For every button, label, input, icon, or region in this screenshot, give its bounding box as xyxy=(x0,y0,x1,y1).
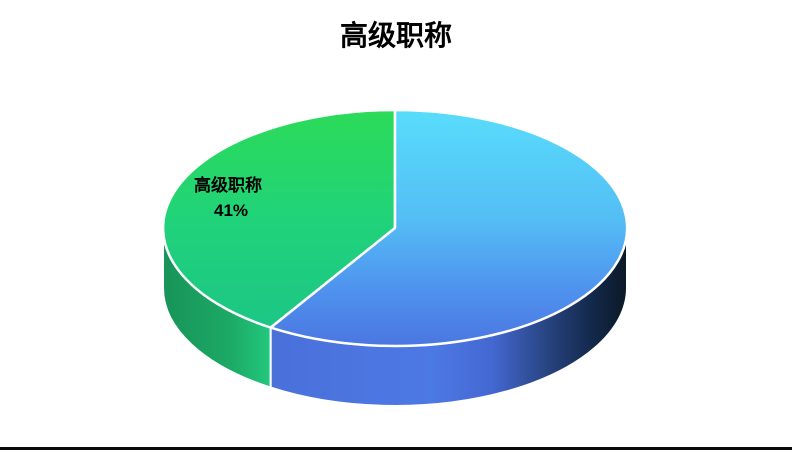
pie-slice-other-top[interactable] xyxy=(269,108,629,348)
data-label-senior[interactable]: 高级职称 41% xyxy=(194,175,262,220)
pie-top-surfaces xyxy=(161,108,629,348)
bottom-border-line xyxy=(0,447,792,450)
data-label-category[interactable]: 高级职称 xyxy=(194,175,262,195)
data-label-percent[interactable]: 41% xyxy=(214,201,248,220)
chart-title[interactable]: 高级职称 xyxy=(340,20,452,51)
